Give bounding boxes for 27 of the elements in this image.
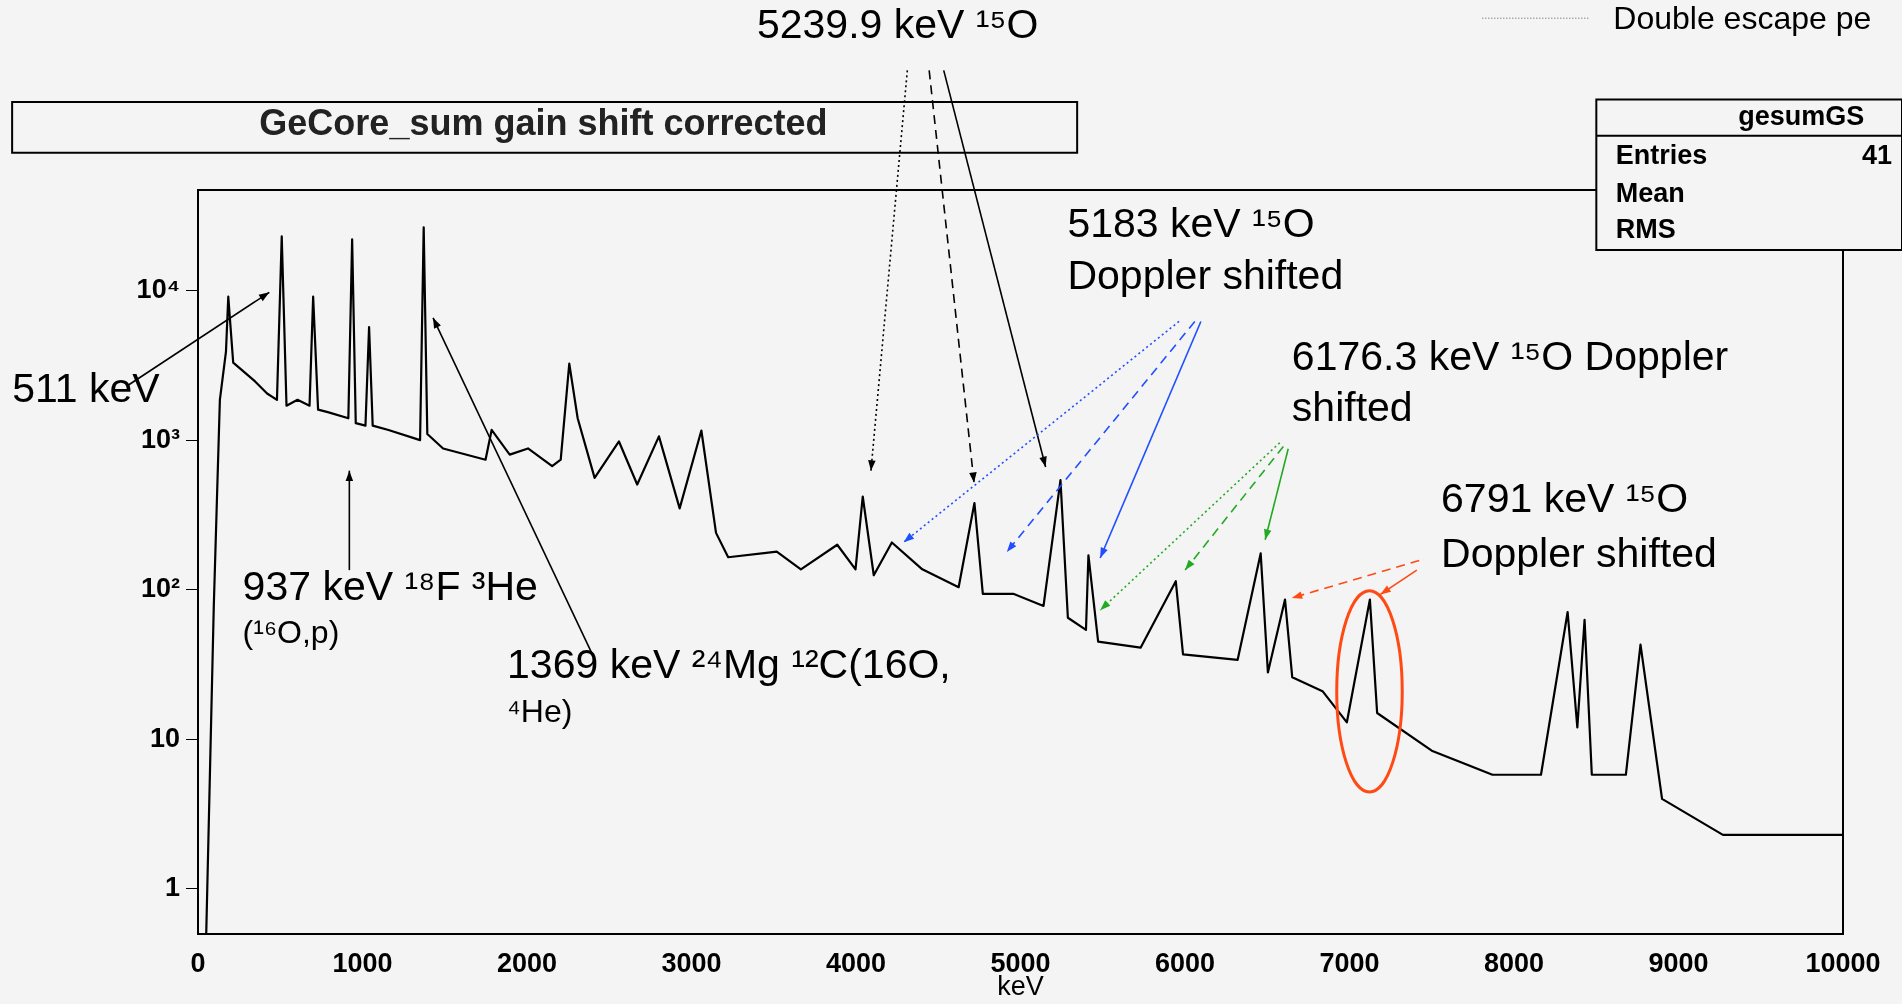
text: Entries [1615, 139, 1708, 170]
x-tick-label: 7000 [1319, 947, 1380, 978]
text: 41 [1861, 139, 1893, 170]
text: gesumGS [1738, 101, 1865, 132]
y-tick-label: 1 [164, 872, 180, 903]
text: 5239.9 keV ¹⁵O [756, 1, 1039, 47]
x-tick-label: 2000 [496, 947, 558, 978]
x-tick-label: 6000 [1154, 947, 1216, 978]
x-tick-label: 4000 [825, 947, 887, 978]
annotation: 5183 keV ¹⁵O Doppler shifted [1067, 199, 1344, 299]
x-tick-label: 0 [190, 947, 206, 978]
y-tick-label: 10⁴ [136, 274, 180, 304]
text: Double escape pe [1613, 0, 1872, 37]
y-tick-label: 10 [149, 722, 180, 753]
x-tick-label: 10000 [1805, 947, 1881, 978]
annotation: RMS [1615, 213, 1676, 244]
y-tick-label: 10³ [140, 423, 180, 454]
annotation: Mean [1615, 177, 1685, 208]
annotation: 6791 keV ¹⁵O Doppler shifted [1441, 475, 1717, 576]
y-tick-label: 10² [140, 573, 180, 604]
annotation: 6176.3 keV ¹⁵O Doppler shifted [1291, 333, 1729, 431]
text: 511 keV [12, 364, 161, 411]
x-tick-label: 8000 [1483, 947, 1545, 978]
chart-title: GeCore_sum gain shift corrected [259, 101, 828, 143]
x-tick-label: 1000 [332, 947, 393, 978]
x-tick-label: 9000 [1648, 947, 1709, 978]
x-tick-label: 3000 [661, 947, 722, 978]
